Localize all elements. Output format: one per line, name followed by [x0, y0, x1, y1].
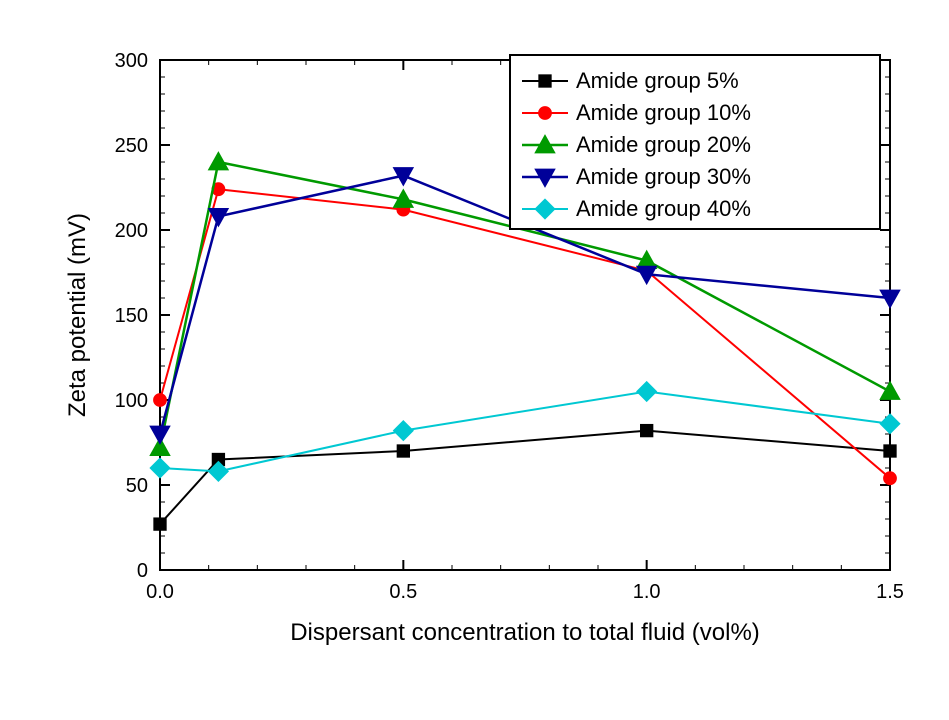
svg-text:0: 0 — [137, 560, 148, 582]
svg-text:100: 100 — [115, 390, 148, 412]
svg-text:200: 200 — [115, 220, 148, 242]
legend-item-label: Amide group 10% — [576, 100, 751, 125]
svg-text:50: 50 — [126, 475, 148, 497]
svg-text:250: 250 — [115, 135, 148, 157]
svg-text:300: 300 — [115, 50, 148, 72]
svg-text:150: 150 — [115, 305, 148, 327]
svg-text:1.0: 1.0 — [633, 581, 661, 603]
y-axis-label: Zeta potential (mV) — [64, 213, 91, 417]
legend-item-label: Amide group 5% — [576, 68, 739, 93]
legend: Amide group 5% Amide group 10% Amide group… — [510, 55, 880, 229]
svg-text:1.5: 1.5 — [876, 581, 904, 603]
legend-item-label: Amide group 30% — [576, 164, 751, 189]
chart-container: 0.0 0.5 1.0 1.5 0 50 100 150 200 250 300 Dispersant… — [0, 0, 949, 720]
legend-item-label: Amide group 40% — [576, 196, 751, 221]
svg-text:0.0: 0.0 — [146, 581, 174, 603]
svg-text:0.5: 0.5 — [389, 581, 417, 603]
legend-item-label: Amide group 20% — [576, 132, 751, 157]
x-axis-label: Dispersant concentration to total fluid … — [290, 619, 760, 646]
zeta-potential-chart: 0.0 0.5 1.0 1.5 0 50 100 150 200 250 300 Dispersant… — [0, 0, 949, 720]
